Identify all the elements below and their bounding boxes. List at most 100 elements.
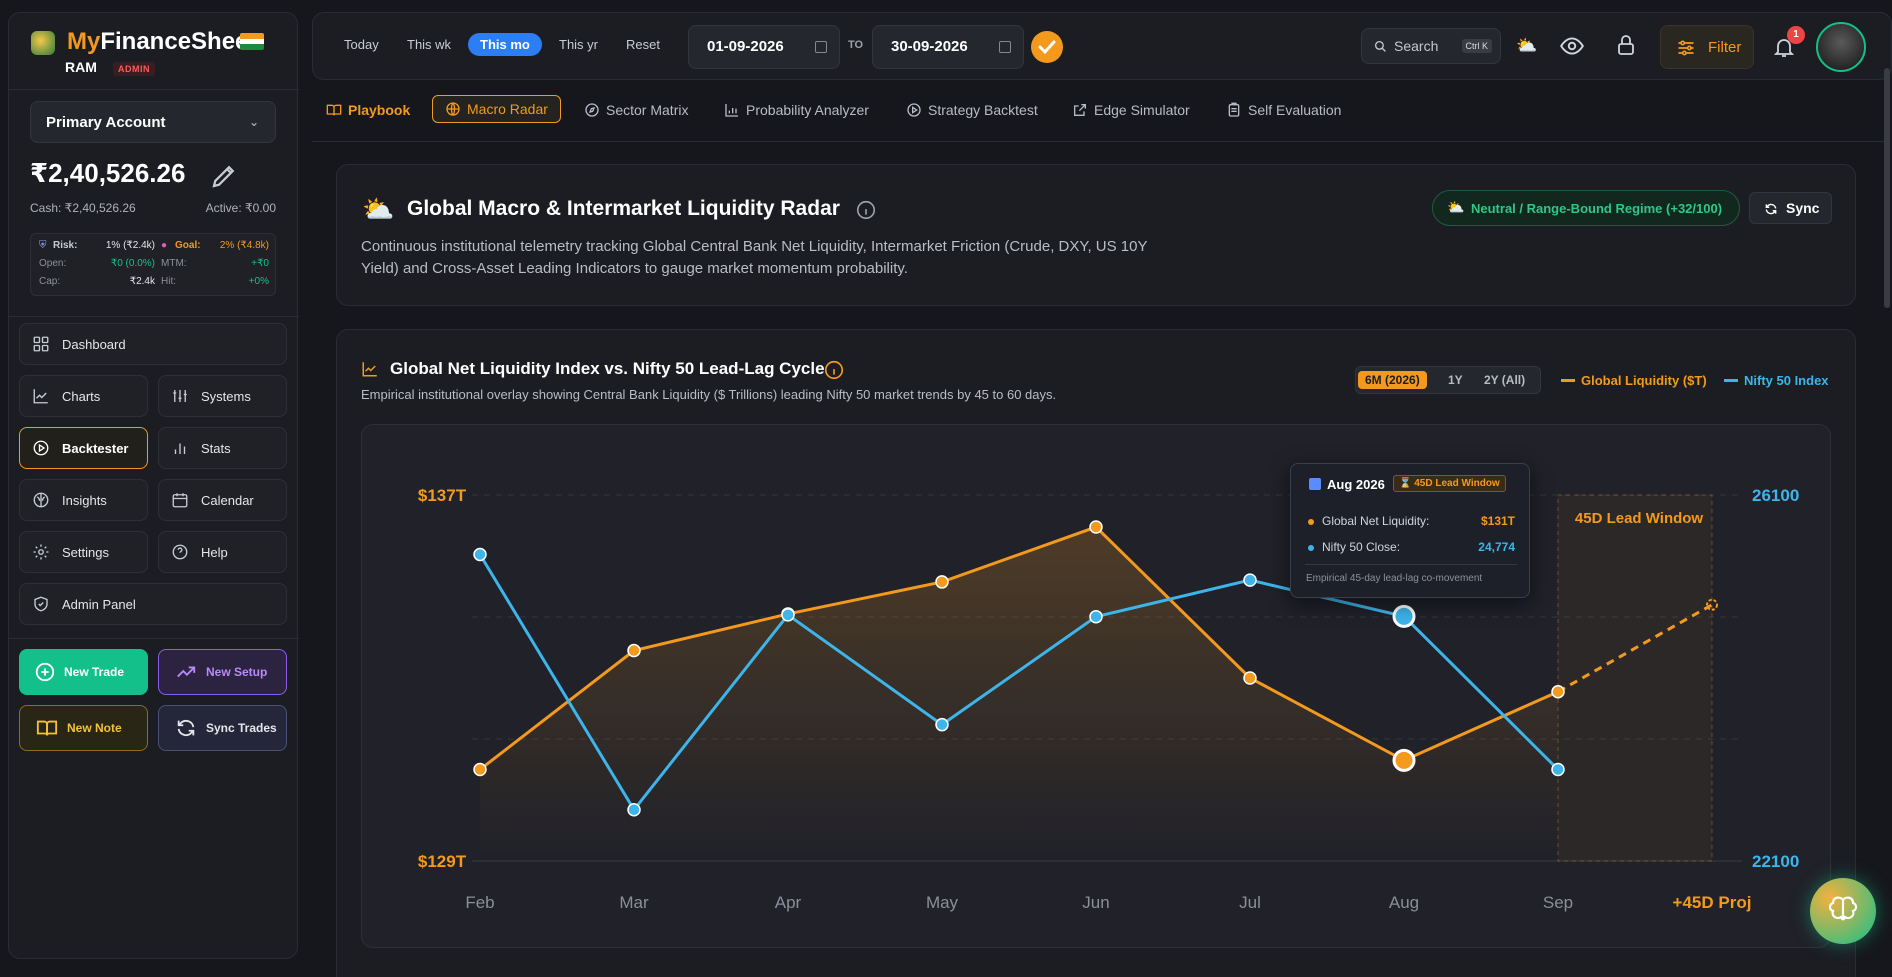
tooltip-nifty-label: Nifty 50 Close: [1322, 540, 1401, 554]
nav-calendar[interactable]: Calendar [158, 479, 287, 521]
info-icon[interactable] [823, 359, 845, 381]
filter-button[interactable]: Filter [1660, 25, 1754, 69]
right-axis-min-label: 22100 [1752, 852, 1799, 871]
active-amount: Active: ₹0.00 [205, 201, 276, 215]
shield-check-icon [34, 596, 48, 612]
apply-date-button[interactable] [1031, 31, 1063, 63]
line-chart-icon [362, 362, 377, 377]
period-6m[interactable]: 6M (2026) [1358, 371, 1427, 389]
x-tick-label: Aug [1389, 893, 1419, 912]
date-to-label: TO [848, 39, 864, 51]
sync-trades-button[interactable]: Sync Trades [158, 705, 287, 751]
nav-stats[interactable]: Stats [158, 427, 287, 469]
range-this-month[interactable]: This mo [468, 33, 542, 56]
goal-icon: ● [161, 240, 168, 251]
tab-macro-radar-label: Macro Radar [467, 101, 548, 117]
brain-icon [33, 492, 49, 508]
liquidity-point [935, 575, 949, 589]
tab-playbook[interactable]: Playbook [326, 102, 410, 118]
range-today[interactable]: Today [344, 37, 379, 52]
divider [9, 89, 299, 90]
edit-balance-icon[interactable] [209, 161, 239, 191]
legend-nifty: Nifty 50 Index [1724, 373, 1829, 388]
tab-strategy-backtest[interactable]: Strategy Backtest [906, 102, 1038, 118]
tab-edge-simulator[interactable]: Edge Simulator [1072, 102, 1190, 118]
ai-assistant-button[interactable] [1810, 878, 1876, 944]
x-tick-label: Apr [775, 893, 802, 912]
period-1y[interactable]: 1Y [1448, 373, 1463, 387]
account-select[interactable]: Primary Account ⌄ [30, 101, 276, 143]
range-this-year[interactable]: This yr [559, 37, 598, 52]
bar-chart-icon [725, 104, 738, 117]
chevron-down-icon: ⌄ [248, 115, 259, 129]
nav-systems[interactable]: Systems [158, 375, 287, 417]
new-note-button[interactable]: New Note [19, 705, 148, 751]
weather-icon[interactable]: ⛅ [1516, 36, 1538, 55]
scrollbar[interactable] [1884, 68, 1890, 308]
nav-admin-panel[interactable]: Admin Panel [19, 583, 287, 625]
tab-self-evaluation-label: Self Evaluation [1248, 102, 1342, 118]
nav-admin-panel-label: Admin Panel [62, 596, 136, 612]
new-setup-button[interactable]: New Setup [158, 649, 287, 695]
tooltip-month: Aug 2026 [1327, 477, 1385, 492]
period-toggle: 6M (2026) 1Y 2Y (All) [1355, 366, 1541, 394]
tab-self-evaluation[interactable]: Self Evaluation [1226, 102, 1341, 118]
info-icon[interactable] [855, 199, 877, 221]
liquidity-projection-point [1706, 598, 1718, 611]
tab-probability-analyzer[interactable]: Probability Analyzer [724, 102, 869, 118]
calendar-icon [815, 41, 827, 53]
tab-playbook-label: Playbook [348, 102, 411, 118]
nav-backtester-label: Backtester [62, 440, 129, 456]
x-tick-label: Jun [1082, 893, 1109, 912]
description-line-1: Continuous institutional telemetry track… [361, 238, 1148, 255]
nav-dashboard-label: Dashboard [62, 336, 126, 352]
tab-sector-matrix[interactable]: Sector Matrix [584, 102, 688, 118]
search-input[interactable]: Search Ctrl K [1361, 28, 1501, 64]
legend-nifty-label: Nifty 50 Index [1744, 373, 1829, 388]
trending-up-icon [177, 666, 196, 678]
sync-button[interactable]: Sync [1749, 192, 1832, 224]
cash-amount: Cash: ₹2,40,526.26 [30, 201, 136, 215]
description-line-2: Yield) and Cross-Asset Leading Indicator… [361, 260, 908, 277]
lead-window-area [1557, 494, 1713, 862]
range-this-week[interactable]: This wk [407, 37, 452, 52]
nav-charts[interactable]: Charts [19, 375, 148, 417]
x-tick-label: +45D Proj [1673, 893, 1752, 912]
risk-label: Risk: [53, 240, 78, 251]
x-tick-label: May [926, 893, 959, 912]
legend-swatch [1561, 379, 1575, 382]
calendar-icon [172, 493, 188, 508]
liquidity-line [479, 525, 1559, 771]
nifty-point [1392, 604, 1416, 628]
divider [9, 638, 299, 639]
nav-help[interactable]: Help [158, 531, 287, 573]
nifty-point [1243, 573, 1257, 587]
nav-backtester[interactable]: Backtester [19, 427, 148, 469]
lock-icon[interactable] [1614, 32, 1638, 58]
mtm-label: MTM: [161, 258, 187, 269]
nav-calendar-label: Calendar [201, 492, 254, 508]
nifty-point [473, 547, 487, 562]
top-bar [312, 12, 1892, 80]
eye-icon[interactable] [1559, 33, 1585, 59]
tooltip-badge-label: 45D Lead Window [1414, 478, 1500, 489]
date-from-input[interactable]: 01-09-2026 [688, 25, 840, 69]
nav-dashboard[interactable]: Dashboard [19, 323, 287, 365]
brand-title[interactable]: MyFinanceSheet [67, 28, 256, 56]
new-trade-label: New Trade [64, 665, 125, 679]
date-from-value: 01-09-2026 [707, 38, 784, 55]
avatar[interactable] [1816, 22, 1866, 72]
nav-insights[interactable]: Insights [19, 479, 148, 521]
period-2y[interactable]: 2Y (All) [1484, 373, 1526, 387]
range-reset[interactable]: Reset [626, 37, 660, 52]
tooltip-nifty-value: 24,774 [1478, 540, 1515, 554]
sliders-icon [173, 390, 187, 402]
tab-macro-radar[interactable]: Macro Radar [432, 95, 561, 123]
liquidity-chart[interactable]: 45D Lead Window $137T $129T 26100 22100 Feb Ma… [362, 425, 1831, 948]
bell-icon[interactable] [1772, 34, 1796, 60]
calendar-icon [999, 41, 1011, 53]
new-trade-button[interactable]: New Trade [19, 649, 148, 695]
nav-settings[interactable]: Settings [19, 531, 148, 573]
x-tick-label: Mar [619, 893, 649, 912]
date-to-input[interactable]: 30-09-2026 [872, 25, 1024, 69]
